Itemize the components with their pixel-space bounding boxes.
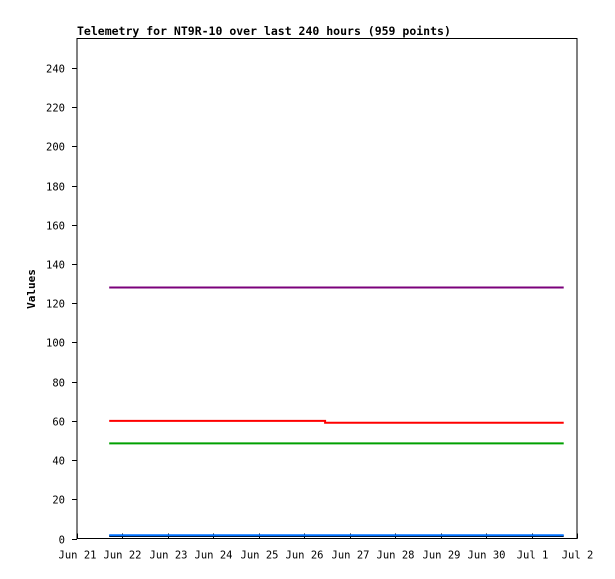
y-axis: 0 20 40 60 80 100 120 140 160 180 200 220 240 (46, 64, 77, 547)
y-tick-label: 20 (52, 495, 65, 507)
x-tick-label: Jun 29 (423, 550, 461, 562)
y-tick-label: 120 (46, 299, 65, 311)
x-tick-label: Jun 25 (241, 550, 279, 562)
y-tick-label: 180 (46, 182, 65, 194)
x-tick-label: Jun 30 (468, 550, 506, 562)
y-tick-label: 200 (46, 142, 65, 154)
y-tick-label: 220 (46, 103, 65, 115)
x-tick-label: Jun 22 (104, 550, 142, 562)
x-tick-label: Jun 21 (59, 550, 97, 562)
y-tick-label: 60 (52, 417, 65, 429)
y-tick-label: 40 (52, 456, 65, 468)
y-tick-label: 160 (46, 221, 65, 233)
x-tick-label: Jun 24 (195, 550, 233, 562)
series-line-1 (109, 419, 564, 424)
x-tick-label: Jun 27 (332, 550, 370, 562)
x-axis: Jun 21 Jun 22 Jun 23 Jun 24 Jun 25 Jun 26 Jun … (59, 533, 594, 562)
y-axis-label: Values (25, 269, 38, 309)
plot-frame (76, 38, 578, 539)
y-tick-label: 100 (46, 338, 65, 350)
x-tick-label: Jul 1 (517, 550, 549, 562)
chart-title: Telemetry for NT9R-10 over last 240 hour… (77, 24, 451, 38)
x-tick-label: Jul 2 (562, 550, 594, 562)
series-group (109, 286, 564, 537)
y-tick-label: 240 (46, 64, 65, 76)
y-tick-label: 0 (59, 535, 65, 547)
y-tick-label: 80 (52, 378, 65, 390)
x-tick-label: Jun 28 (377, 550, 415, 562)
x-tick-label: Jun 26 (286, 550, 324, 562)
y-tick-label: 140 (46, 260, 65, 272)
x-tick-label: Jun 23 (150, 550, 188, 562)
